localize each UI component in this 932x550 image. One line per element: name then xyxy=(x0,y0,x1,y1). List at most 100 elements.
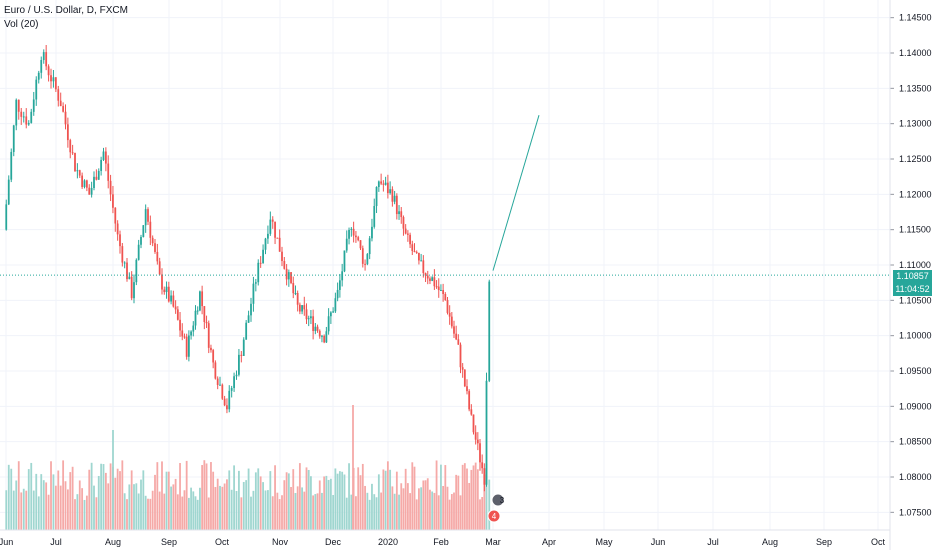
candle-body xyxy=(254,282,257,284)
volume-bar xyxy=(142,470,145,530)
volume-bar xyxy=(453,492,455,530)
candle-body xyxy=(76,170,79,172)
volume-bar xyxy=(355,496,357,530)
volume-bar xyxy=(88,469,91,530)
candle-body xyxy=(133,282,135,299)
candle-body xyxy=(74,152,76,172)
volume-bar xyxy=(402,488,405,530)
volume-bar xyxy=(83,499,86,530)
candle-body xyxy=(32,99,35,112)
volume-indicator-label[interactable]: Vol (20) xyxy=(4,19,39,30)
candle-body xyxy=(62,106,65,112)
volume-bar xyxy=(69,472,72,530)
candle-body xyxy=(242,339,245,356)
volume-bar xyxy=(325,475,328,530)
volume-bar xyxy=(446,486,449,530)
candle-body xyxy=(411,244,414,252)
volume-bar xyxy=(93,485,95,530)
candle-body xyxy=(345,238,348,251)
candle-body xyxy=(165,286,168,293)
volume-bar xyxy=(411,462,414,530)
candle-body xyxy=(233,376,235,389)
y-tick-label: 1.13500 xyxy=(899,83,932,93)
time-axis[interactable]: Jun Jul Aug Sep Oct Nov Dec 2020 Feb Mar Apr May Jun… xyxy=(0,529,890,547)
price-axis[interactable]: 1.14500 1.14000 1.13500 1.13000 1.12500 1.120… xyxy=(889,0,932,550)
volume-bar xyxy=(50,461,52,530)
candle-body xyxy=(294,293,297,295)
volume-bar xyxy=(219,485,221,530)
candle-body xyxy=(296,293,299,305)
volume-bar xyxy=(201,465,204,530)
volume-bar xyxy=(30,462,33,530)
candle-body xyxy=(366,254,369,265)
event-marker-label: 4 xyxy=(492,512,497,521)
candle-body xyxy=(453,326,455,334)
candle-body xyxy=(350,228,353,230)
candle-body xyxy=(12,125,15,152)
candle-body xyxy=(278,237,281,252)
volume-bar xyxy=(62,460,65,530)
volume-bar xyxy=(281,495,283,530)
candle-body xyxy=(142,225,145,237)
candle-body xyxy=(119,234,121,247)
volume-bar xyxy=(448,499,451,530)
volume-bar xyxy=(250,496,252,530)
x-tick-label: Aug xyxy=(762,537,778,547)
volume-bar xyxy=(15,480,18,530)
candle-body xyxy=(45,52,48,67)
candle-body xyxy=(69,140,72,153)
volume-bar xyxy=(368,499,371,530)
candle-body xyxy=(409,234,411,245)
volume-bar xyxy=(341,471,344,530)
candle-body xyxy=(95,176,98,180)
volume-bar xyxy=(470,469,473,530)
chart-legend: Euro / U.S. Dollar, D, FXCM Vol (20) xyxy=(4,4,128,32)
volume-bar xyxy=(59,485,62,530)
volume-bar xyxy=(474,462,477,530)
volume-bar xyxy=(20,492,23,530)
candle-body xyxy=(290,272,292,284)
candle-body xyxy=(262,249,264,264)
candle-body xyxy=(400,211,403,218)
candle-body xyxy=(219,384,221,386)
candle-body xyxy=(187,335,190,357)
volume-bar xyxy=(373,494,376,530)
volume-bar xyxy=(42,480,45,530)
volume-bar xyxy=(384,470,387,530)
candle-body xyxy=(128,276,131,280)
volume-bar xyxy=(116,468,119,530)
candle-body xyxy=(140,236,142,245)
volume-bar xyxy=(321,492,323,530)
candle-body xyxy=(321,335,323,337)
candle-body xyxy=(395,195,398,215)
candle-body xyxy=(426,275,429,279)
last-price-badge: 1.10857 xyxy=(893,270,932,283)
candle-body xyxy=(42,52,45,61)
candle-body xyxy=(418,252,420,261)
volume-bar xyxy=(420,487,423,530)
candle-body xyxy=(181,330,184,337)
volume-bar xyxy=(307,469,310,530)
candle-body xyxy=(377,181,380,187)
y-tick-label: 1.12000 xyxy=(899,189,932,199)
candle-body xyxy=(90,188,93,195)
volume-bar xyxy=(185,460,188,530)
volume-bar xyxy=(133,484,135,530)
candle-body xyxy=(64,111,67,125)
symbol-title[interactable]: Euro / U.S. Dollar, D, FXCM xyxy=(4,5,128,16)
candle-body xyxy=(355,235,357,238)
event-marker-icon xyxy=(491,493,505,507)
x-tick-label: Jun xyxy=(651,537,666,547)
volume-bar xyxy=(274,465,276,530)
candle-body xyxy=(210,347,212,351)
volume-bar xyxy=(455,474,458,530)
volume-bar xyxy=(468,482,471,530)
volume-bar xyxy=(66,489,69,530)
volume-bar xyxy=(76,494,79,530)
x-tick-label: Aug xyxy=(105,537,121,547)
volume-bar xyxy=(329,478,332,530)
volume-bar xyxy=(179,463,181,530)
candle-body xyxy=(276,237,279,239)
